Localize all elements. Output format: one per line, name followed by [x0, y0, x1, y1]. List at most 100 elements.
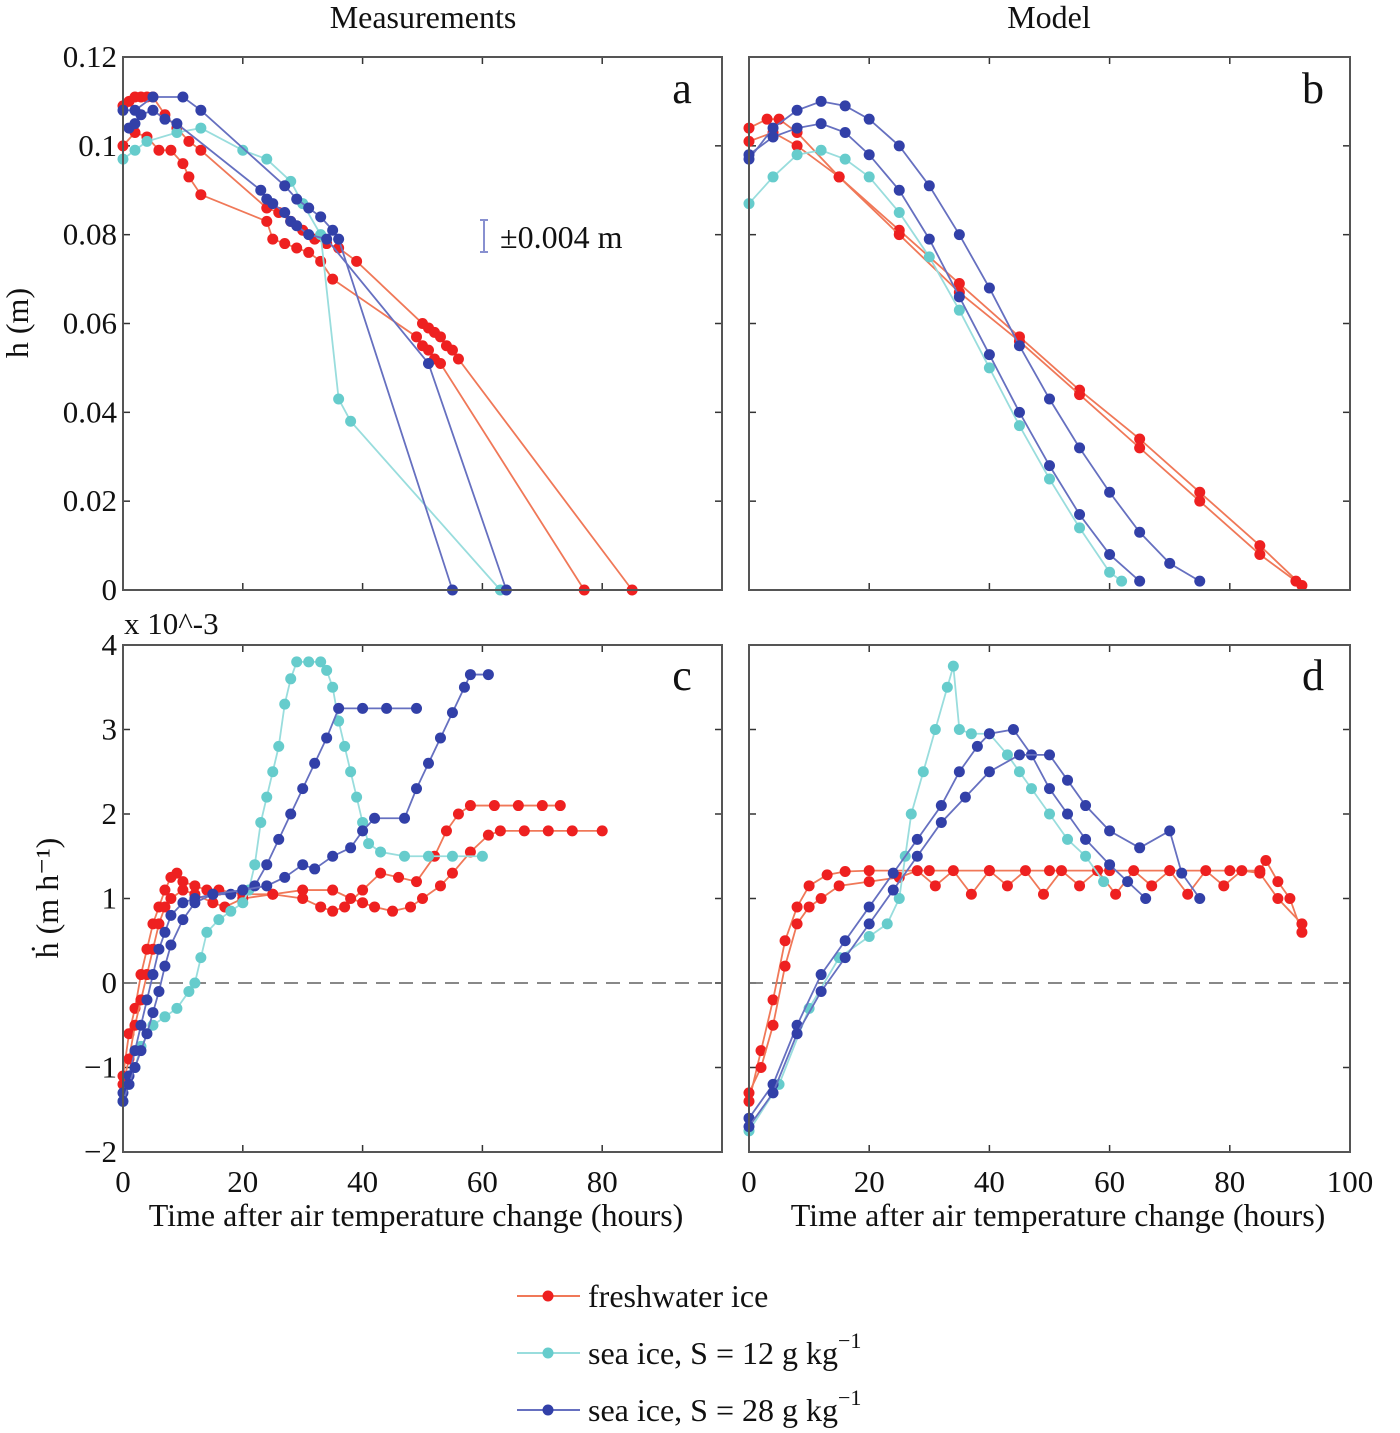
- data-point: [261, 791, 273, 803]
- x-axis-label-c: Time after air temperature change (hours…: [149, 1197, 684, 1233]
- data-point: [177, 914, 189, 926]
- data-point: [1001, 749, 1013, 761]
- data-point: [345, 842, 357, 854]
- series-sea28: [743, 724, 1152, 1124]
- data-point: [863, 113, 875, 125]
- data-point: [279, 698, 291, 710]
- data-point: [129, 118, 141, 130]
- data-point: [141, 135, 153, 147]
- data-point: [177, 158, 189, 170]
- data-point: [440, 825, 452, 837]
- panel-b: b: [743, 56, 1351, 592]
- y-tick-label: 4: [102, 627, 118, 662]
- data-point: [1296, 926, 1308, 938]
- data-point: [434, 357, 446, 369]
- data-point: [279, 871, 291, 883]
- data-point: [446, 867, 458, 879]
- data-point: [261, 153, 273, 165]
- data-point: [929, 724, 941, 735]
- data-point: [279, 206, 291, 218]
- data-point: [482, 669, 494, 681]
- data-point: [923, 233, 935, 245]
- data-point: [1074, 880, 1086, 892]
- series-freshwater: [117, 800, 566, 1082]
- series-freshwater: [743, 113, 1308, 592]
- data-point: [147, 1007, 159, 1019]
- data-point: [123, 1028, 135, 1040]
- data-point: [285, 673, 297, 685]
- data-point: [488, 800, 500, 812]
- data-point: [1182, 888, 1194, 900]
- data-point: [315, 656, 327, 668]
- data-point: [518, 825, 530, 837]
- data-point: [893, 893, 905, 904]
- data-point: [941, 681, 953, 693]
- data-point: [195, 189, 207, 201]
- data-point: [345, 893, 357, 904]
- data-point: [357, 816, 369, 828]
- y-multiplier-label: x 10^-3: [124, 606, 219, 641]
- x-axis-label-d: Time after air temperature change (hours…: [791, 1197, 1326, 1233]
- data-point: [309, 757, 321, 769]
- y-axis-label-h: h (m): [0, 288, 35, 358]
- data-point: [303, 246, 315, 258]
- x-tick-label: 60: [1094, 1164, 1125, 1199]
- data-point: [893, 206, 905, 218]
- series-sea28: [743, 749, 1206, 1133]
- data-point: [1194, 486, 1206, 498]
- data-point: [369, 901, 381, 913]
- data-point: [303, 656, 315, 668]
- data-point: [129, 144, 141, 156]
- series-sea28: [117, 702, 423, 1099]
- data-point: [165, 909, 177, 921]
- data-point: [1098, 876, 1110, 888]
- data-point: [129, 1062, 141, 1073]
- data-point: [1104, 548, 1116, 560]
- data-point: [446, 344, 458, 356]
- data-point: [1290, 575, 1302, 587]
- error-bar-label: ±0.004 m: [500, 219, 623, 255]
- data-point: [434, 880, 446, 892]
- data-point: [887, 867, 899, 879]
- x-tick-label: 0: [741, 1164, 757, 1199]
- data-point: [512, 800, 524, 812]
- data-point: [1164, 865, 1176, 877]
- series-sea28: [743, 95, 1206, 587]
- data-point: [983, 282, 995, 294]
- series-freshwater: [743, 865, 1308, 1099]
- data-point: [195, 122, 207, 134]
- series-line: [748, 728, 1147, 1119]
- data-point: [1013, 420, 1025, 432]
- data-point: [1044, 460, 1055, 472]
- data-point: [422, 850, 434, 862]
- data-point: [321, 732, 333, 744]
- data-point: [357, 702, 369, 714]
- x-tick-label: 80: [587, 1164, 618, 1199]
- data-point: [291, 220, 303, 232]
- data-point: [171, 118, 183, 130]
- data-point: [297, 884, 309, 896]
- data-point: [923, 865, 935, 877]
- legend-label: sea ice, S = 28 g kg−1: [588, 1385, 861, 1428]
- series-line: [122, 661, 483, 1102]
- data-point: [935, 816, 947, 828]
- data-point: [255, 816, 267, 828]
- data-point: [417, 893, 428, 904]
- x-tick-label: 80: [1214, 1164, 1245, 1199]
- data-point: [1025, 783, 1037, 795]
- data-point: [1001, 880, 1013, 892]
- data-point: [171, 867, 183, 879]
- data-point: [881, 918, 893, 930]
- data-point: [267, 198, 279, 210]
- data-point: [141, 1028, 153, 1040]
- data-point: [165, 939, 177, 951]
- data-point: [1104, 566, 1116, 578]
- data-point: [1164, 557, 1176, 569]
- y-tick-label: 0.08: [63, 217, 117, 252]
- panel-letter-a: a: [672, 64, 692, 113]
- data-point: [189, 897, 201, 909]
- x-tick-label: 20: [227, 1164, 258, 1199]
- data-point: [1254, 540, 1266, 552]
- data-point: [135, 109, 147, 121]
